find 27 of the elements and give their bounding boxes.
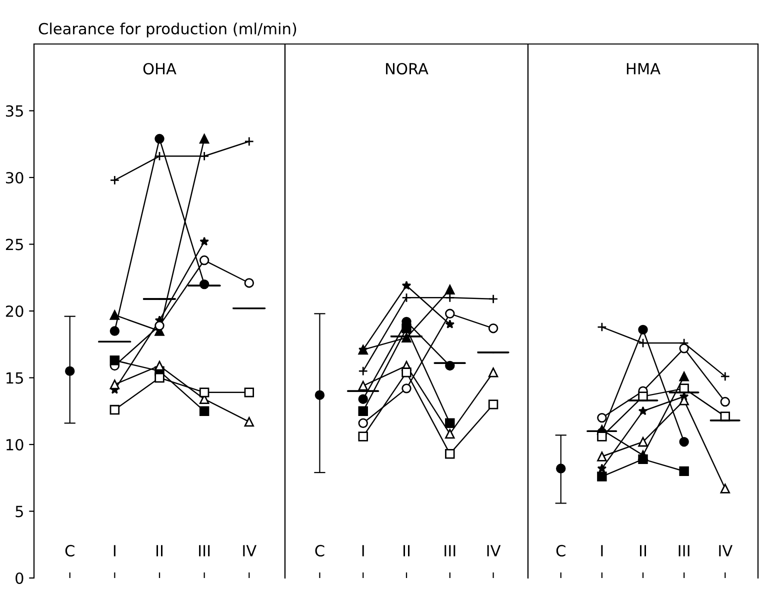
y-tick-label: 0 (16, 572, 24, 584)
text: HMA (626, 63, 660, 74)
y-tick-label: 15 (6, 372, 23, 384)
y-tick-label: 35 (6, 105, 23, 117)
x-tick-label: I (601, 545, 603, 556)
text: OHA (143, 62, 176, 75)
x-tick-label: C (315, 544, 324, 556)
y-tick-label: 5 (16, 506, 23, 518)
x-tick-label: II (403, 545, 410, 556)
x-tick-label: IV (243, 545, 256, 556)
text: NORA (386, 62, 428, 75)
x-tick-label: II (156, 545, 163, 556)
x-tick-label: IV (487, 545, 501, 556)
x-tick-label: C (65, 544, 74, 556)
y-tick-label: 20 (6, 305, 24, 318)
x-tick-label: III (678, 545, 690, 556)
y-tick-label: 10 (6, 438, 24, 451)
x-tick-label: II (640, 545, 646, 556)
x-tick-label: IV (719, 545, 732, 556)
x-tick-label: I (362, 545, 364, 556)
x-tick-label: III (199, 545, 210, 556)
y-tick-label: 25 (6, 238, 23, 250)
y-axis-title: Clearance for production (ml/min) (38, 22, 296, 38)
x-tick-label: C (556, 544, 566, 556)
x-tick-label: I (114, 545, 116, 556)
x-tick-label: III (444, 545, 456, 556)
y-tick-label: 30 (6, 172, 24, 184)
